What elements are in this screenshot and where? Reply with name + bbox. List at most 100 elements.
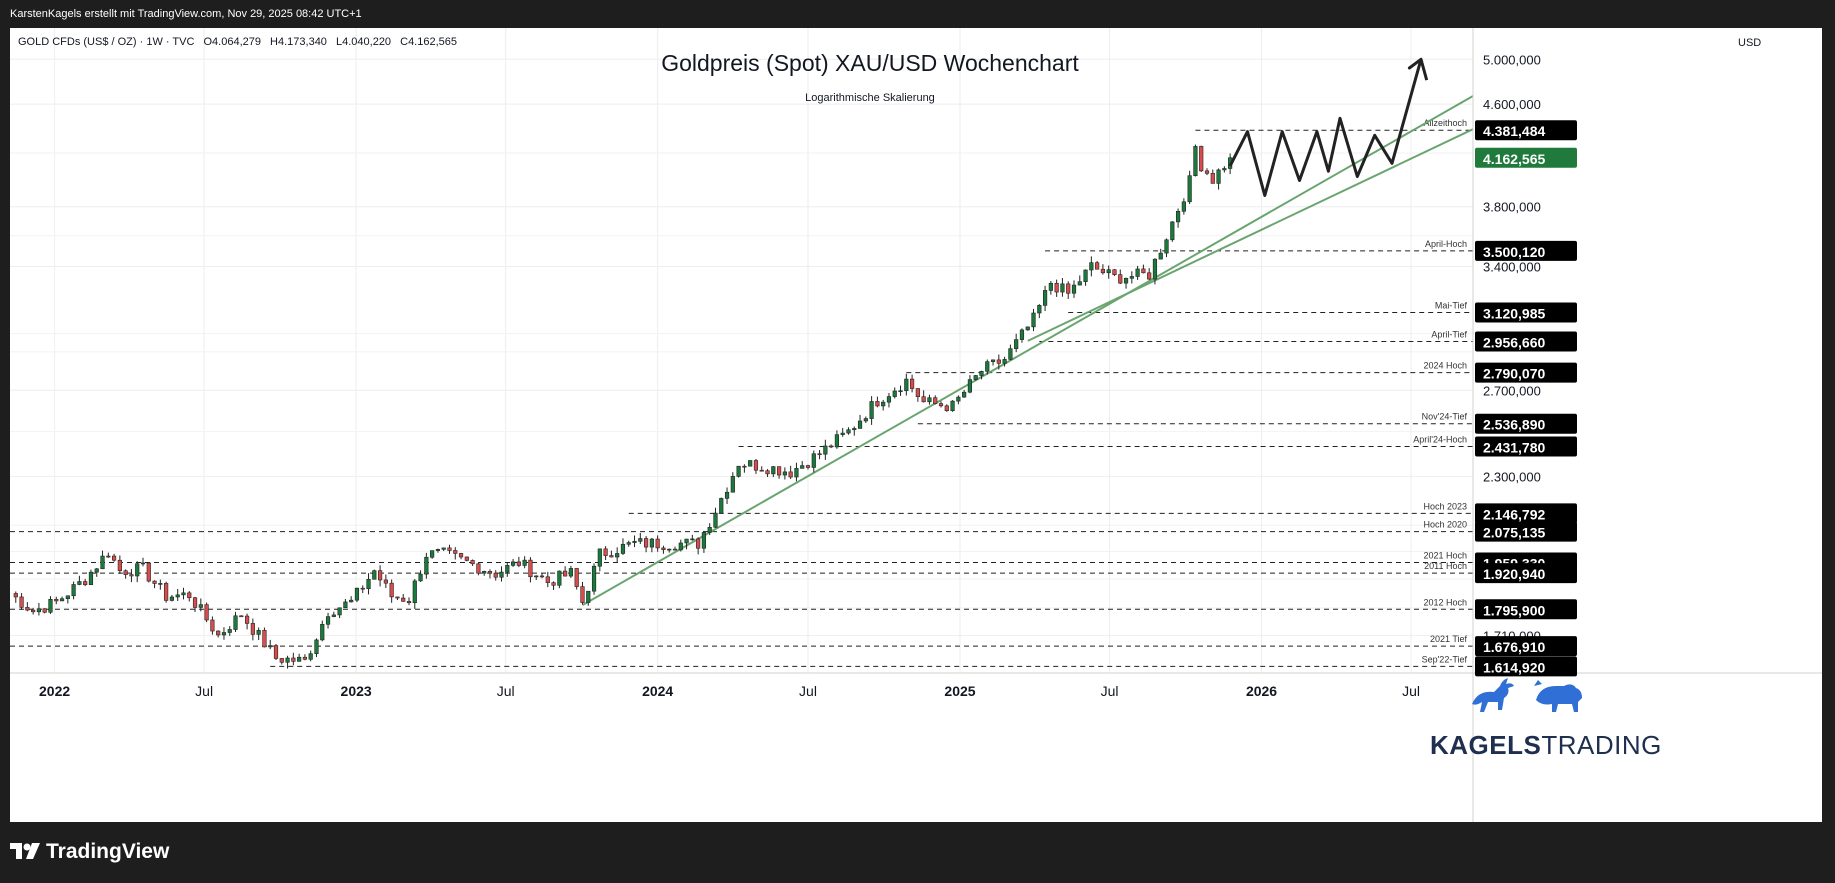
level-tag bbox=[1475, 656, 1577, 677]
x-tick-label: Jul bbox=[195, 683, 213, 699]
candle-body bbox=[615, 553, 620, 558]
candle-body bbox=[736, 465, 741, 477]
candle-body bbox=[493, 572, 498, 578]
candle-body bbox=[25, 607, 30, 611]
candle-body bbox=[534, 575, 539, 578]
projection-zigzag bbox=[1228, 57, 1429, 197]
candle-body bbox=[175, 594, 180, 598]
candle-body bbox=[100, 555, 105, 570]
candle-body bbox=[476, 563, 481, 574]
level-tag bbox=[1475, 599, 1577, 620]
candle-body bbox=[233, 615, 238, 630]
candle-body bbox=[418, 573, 423, 582]
candle-body bbox=[441, 547, 446, 550]
candle-body bbox=[962, 391, 967, 398]
candle-body bbox=[1164, 239, 1169, 254]
level-label: 2021 Hoch bbox=[1423, 550, 1467, 560]
candle-body bbox=[65, 595, 70, 599]
candle-body bbox=[696, 538, 701, 549]
candle-body bbox=[1222, 168, 1227, 171]
candle-body bbox=[742, 465, 747, 468]
candle-body bbox=[1083, 269, 1088, 282]
candle-body bbox=[77, 581, 82, 585]
candle-body bbox=[111, 555, 117, 561]
tradingview-logo[interactable]: TradingView bbox=[10, 840, 169, 864]
candle-body bbox=[811, 453, 816, 468]
candle-body bbox=[638, 538, 643, 542]
level-tag bbox=[1475, 563, 1577, 584]
candle-body bbox=[522, 559, 527, 566]
candle-body bbox=[759, 469, 764, 472]
candlesticks bbox=[13, 144, 1233, 669]
x-tick-label: 2025 bbox=[944, 683, 975, 699]
candle-body bbox=[1106, 269, 1111, 274]
projection-path[interactable] bbox=[1228, 57, 1429, 197]
candle-body bbox=[395, 596, 400, 599]
chart-panel[interactable]: Allzeithoch April-Hoch Mai-Tief April-Tief 2… bbox=[10, 28, 1822, 822]
candle-body bbox=[435, 549, 441, 551]
level-tag bbox=[1475, 413, 1577, 434]
candle-body bbox=[643, 538, 649, 548]
level-tag bbox=[1475, 503, 1577, 524]
candle-body bbox=[262, 630, 267, 648]
candle-body bbox=[135, 563, 140, 577]
candle-body bbox=[528, 559, 533, 578]
candle-body bbox=[563, 570, 568, 577]
candle-body bbox=[366, 579, 371, 590]
candle-body bbox=[956, 396, 961, 402]
x-tick-label: 2022 bbox=[39, 683, 70, 699]
candle-body bbox=[1008, 348, 1013, 360]
candle-body bbox=[840, 432, 845, 435]
attribution-text: KarstenKagels erstellt mit TradingView.c… bbox=[10, 8, 362, 20]
candle-body bbox=[1019, 329, 1025, 340]
level-tag bbox=[1475, 521, 1577, 542]
x-tick-label: 2023 bbox=[341, 683, 372, 699]
bull-bear-icon bbox=[1472, 678, 1582, 712]
candle-body bbox=[19, 596, 24, 608]
candle-body bbox=[291, 657, 296, 662]
candle-body bbox=[927, 397, 932, 403]
candle-body bbox=[730, 476, 735, 493]
y-tick-label: 4.600,000 bbox=[1483, 97, 1541, 112]
candle-body bbox=[776, 466, 782, 476]
candle-body bbox=[389, 582, 394, 598]
x-tick-label: Jul bbox=[1101, 683, 1119, 699]
candle-body bbox=[42, 608, 47, 613]
candle-body bbox=[297, 656, 302, 662]
candle-body bbox=[707, 526, 712, 533]
candle-body bbox=[591, 565, 597, 592]
candle-body bbox=[158, 583, 163, 585]
candle-body bbox=[667, 548, 672, 551]
candle-body bbox=[117, 559, 122, 572]
candle-body bbox=[1181, 201, 1186, 212]
candle-body bbox=[701, 532, 707, 549]
candle-body bbox=[632, 541, 637, 543]
candle-body bbox=[817, 453, 822, 456]
level-tag bbox=[1475, 331, 1577, 352]
candle-body bbox=[71, 584, 76, 597]
candle-body bbox=[620, 543, 626, 554]
candle-body bbox=[771, 466, 776, 475]
candle-body bbox=[678, 542, 683, 551]
candle-body bbox=[545, 576, 550, 583]
candle-body bbox=[314, 639, 319, 654]
candle-body bbox=[204, 604, 209, 621]
candle-body bbox=[268, 645, 273, 648]
trendline bbox=[1027, 128, 1474, 342]
candle-body bbox=[1066, 283, 1071, 294]
level-label: Allzeithoch bbox=[1423, 118, 1467, 128]
attribution-bar: KarstenKagels erstellt mit TradingView.c… bbox=[0, 0, 1835, 28]
candle-body bbox=[48, 598, 53, 613]
price-chart[interactable]: AllzeithochApril-HochMai-TiefApril-Tief2… bbox=[10, 28, 1822, 822]
candle-body bbox=[574, 568, 579, 587]
candle-body bbox=[1031, 312, 1036, 328]
candle-body bbox=[944, 405, 949, 412]
candle-body bbox=[886, 396, 892, 403]
candle-body bbox=[285, 657, 290, 663]
level-tag bbox=[1475, 240, 1577, 261]
x-tick-label: Jul bbox=[497, 683, 515, 699]
axes[interactable]: 2022 Jul 2023 Jul 2024 Jul 2025 Jul 2026 Jul 5.000… bbox=[10, 28, 1822, 822]
candle-body bbox=[580, 586, 585, 603]
trendlines[interactable] bbox=[581, 95, 1474, 606]
brand-name: KAGELSTRADING bbox=[1430, 730, 1662, 761]
